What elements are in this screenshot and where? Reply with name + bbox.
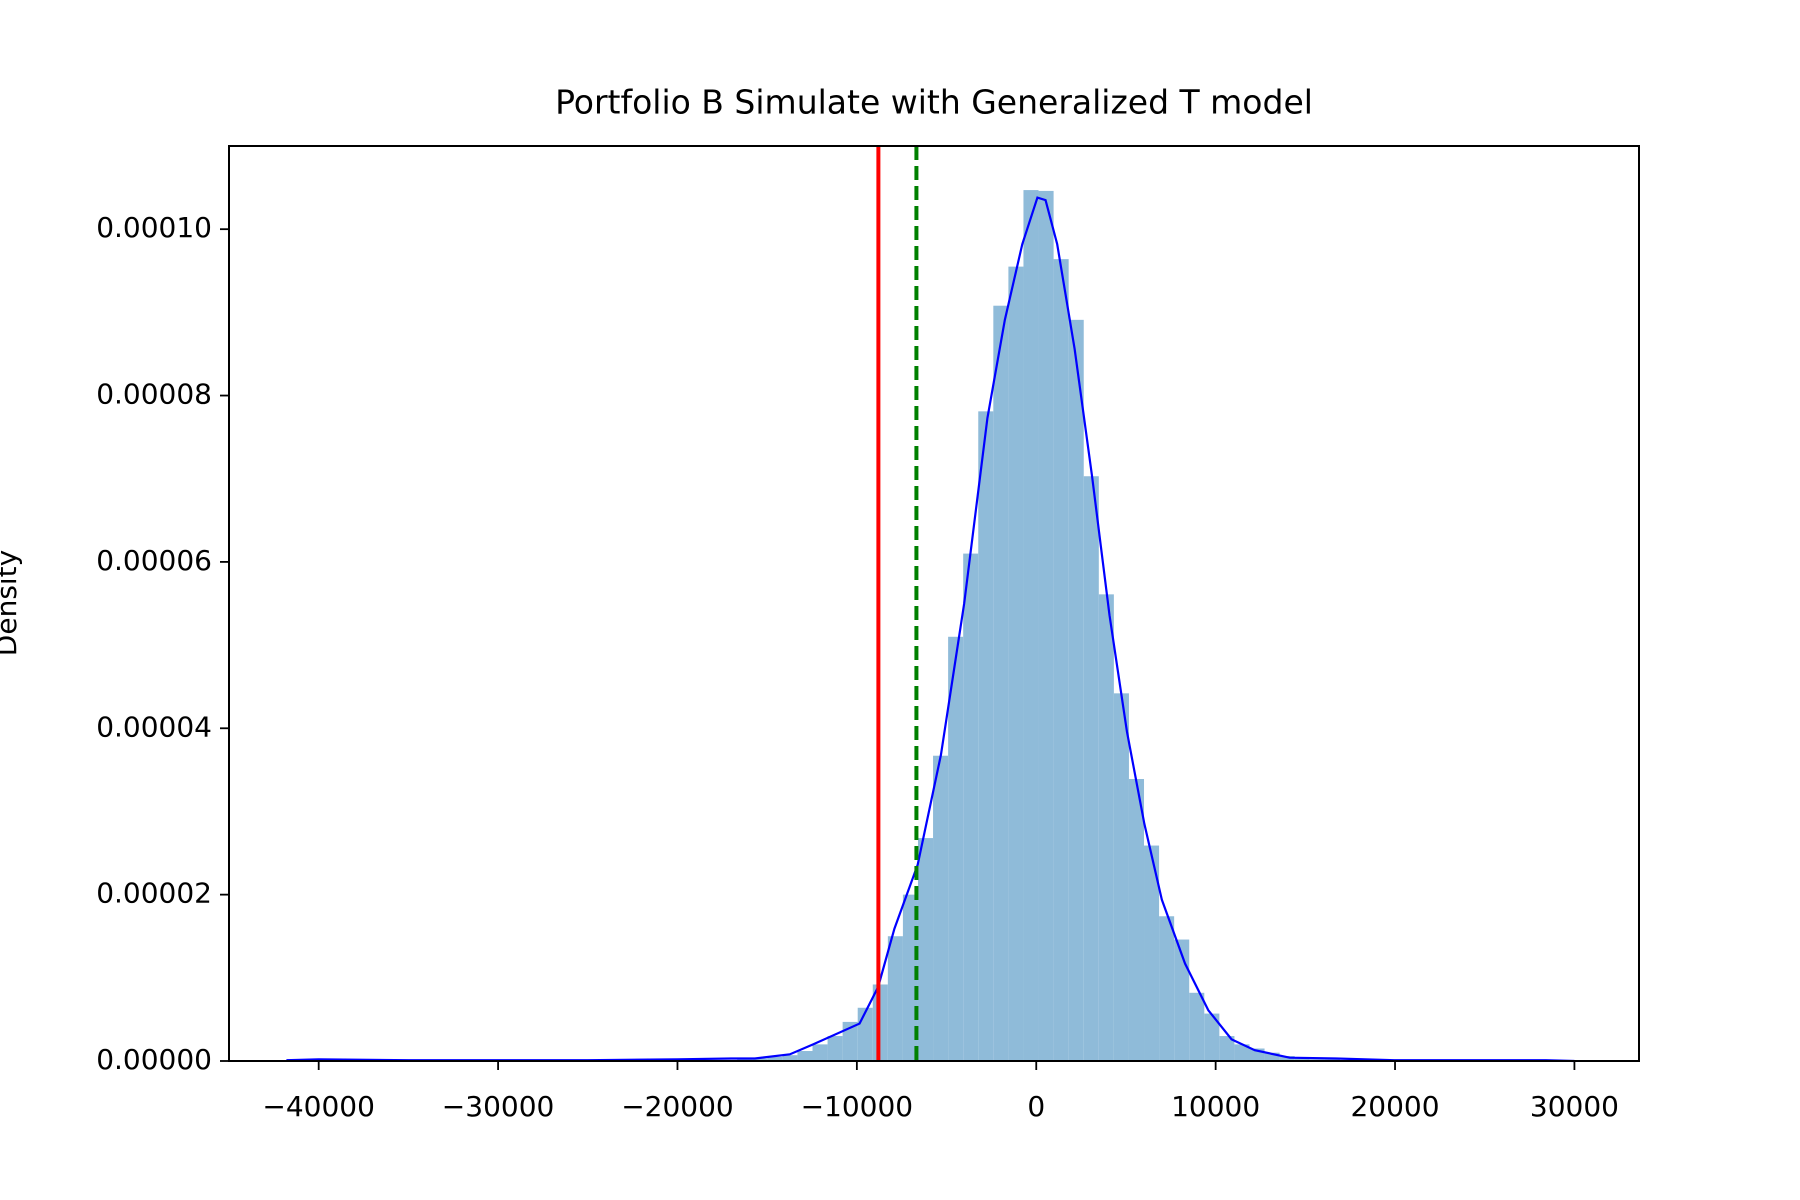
y-tick-label: 0.00004 [96,710,212,743]
histogram-bar [1279,1056,1295,1061]
histogram-bar [1068,319,1084,1062]
histogram-bar [1159,916,1175,1061]
histogram-bar [1219,1036,1235,1061]
histogram-bar [978,411,994,1062]
histogram-bar [917,838,934,1061]
histogram-bar [857,1007,873,1061]
histogram-bar [782,1055,798,1061]
histogram-bar [1128,779,1145,1061]
histogram-bar [1008,266,1024,1061]
histogram-bar [842,1021,858,1061]
y-tick-label: 0.00002 [96,877,212,910]
histogram-bar [1053,259,1069,1061]
y-tick-label: 0.00000 [96,1043,212,1076]
histogram-bar [1098,594,1114,1061]
histogram-bar [827,1036,843,1061]
x-tick-label: 30000 [1530,1090,1619,1123]
histogram-bar [1113,693,1129,1061]
histogram-bar [1204,1013,1220,1061]
y-tick-label: 0.00010 [96,211,212,244]
histogram-bar [812,1044,828,1061]
x-tick-label: −30000 [442,1090,555,1123]
histogram-bar [1144,845,1160,1061]
y-axis-label: Density [0,550,23,656]
histogram-bar [993,305,1009,1061]
histogram-bar [1023,190,1039,1061]
histogram-bar [1234,1044,1250,1061]
plot-frame [228,145,1640,1062]
histogram-bar [1294,1057,1310,1061]
x-tick-label: −20000 [621,1090,734,1123]
x-tick-label: −40000 [262,1090,375,1123]
x-tick-label: −10000 [801,1090,914,1123]
histogram-bar [948,636,964,1061]
x-tick-label: 0 [1027,1090,1045,1123]
y-tick-label: 0.00006 [96,544,212,577]
histogram-bar [1264,1052,1280,1061]
histogram-bar [797,1051,813,1061]
histogram-bar [902,894,918,1061]
y-tick-label: 0.00008 [96,378,212,411]
x-tick-label: 10000 [1171,1090,1260,1123]
chart-title: Portfolio B Simulate with Generalized T … [555,83,1313,122]
histogram-bar [1189,992,1205,1061]
x-tick-label: 20000 [1350,1090,1439,1123]
histogram-bar [1174,939,1190,1061]
histogram-bar [1038,190,1054,1061]
histogram-bar [752,1058,768,1061]
histogram-bar [963,553,979,1061]
density-line [286,196,1575,1063]
histogram-bar [887,936,903,1061]
histogram-bar [933,755,949,1061]
histogram-bar [1083,476,1099,1061]
histogram-bar [767,1056,783,1061]
